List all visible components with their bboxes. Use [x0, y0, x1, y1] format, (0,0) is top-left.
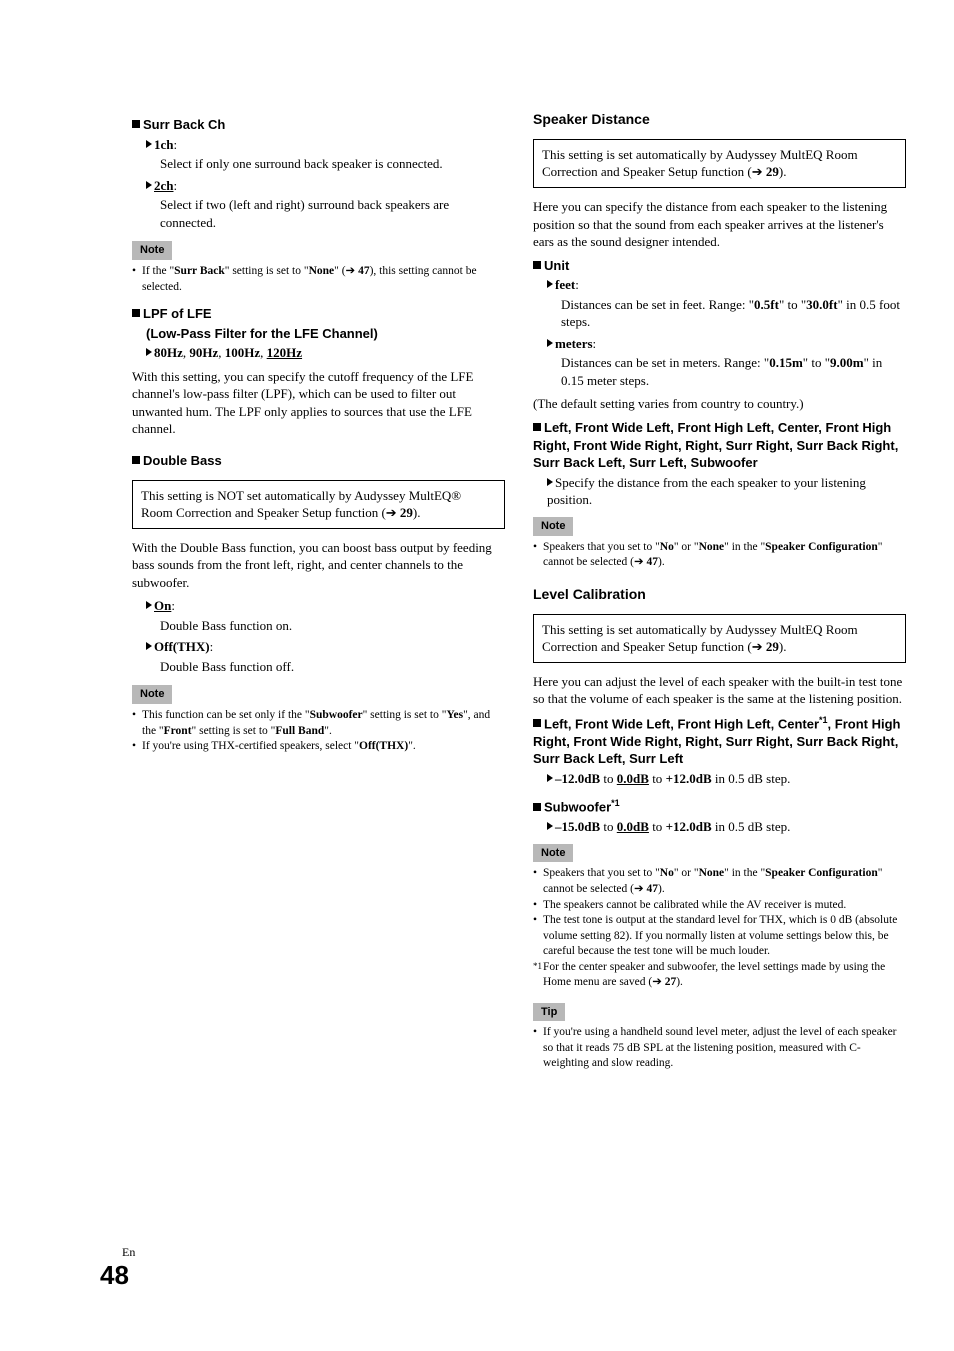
speaker-distance-intro: Here you can specify the distance from e…: [533, 198, 906, 251]
surr-back-2ch-option: 2ch:: [146, 177, 505, 195]
triangle-icon: [146, 642, 152, 650]
square-icon: [533, 261, 541, 269]
note-badge: Note: [132, 685, 172, 704]
page-columns: Surr Back Ch 1ch: Select if only one sur…: [132, 110, 906, 1078]
triangle-icon: [146, 601, 152, 609]
double-bass-off-desc: Double Bass function off.: [160, 658, 505, 676]
level-calibration-heading: Level Calibration: [533, 585, 906, 604]
surr-back-ch-heading: Surr Back Ch: [132, 116, 505, 134]
speaker-distance-box: This setting is set automatically by Aud…: [533, 139, 906, 188]
triangle-icon: [547, 774, 553, 782]
unit-feet: feet:: [547, 276, 906, 294]
level-tip: •If you're using a handheld sound level …: [533, 1025, 906, 1072]
note-badge: Note: [132, 241, 172, 260]
unit-default-note: (The default setting varies from country…: [533, 395, 906, 413]
square-icon: [132, 456, 140, 464]
lpf-desc: With this setting, you can specify the c…: [132, 368, 505, 438]
unit-meters-desc: Distances can be set in meters. Range: "…: [561, 354, 906, 389]
level-calibration-box: This setting is set automatically by Aud…: [533, 614, 906, 663]
surr-back-note: • If the "Surr Back" setting is set to "…: [132, 264, 505, 295]
triangle-icon: [547, 339, 553, 347]
right-column: Speaker Distance This setting is set aut…: [533, 110, 906, 1078]
square-icon: [132, 120, 140, 128]
level-channels-heading: Left, Front Wide Left, Front High Left, …: [533, 714, 906, 768]
unit-meters: meters:: [547, 335, 906, 353]
distance-note: • Speakers that you set to "No" or "None…: [533, 540, 906, 571]
speaker-distance-heading: Speaker Distance: [533, 110, 906, 129]
surr-back-1ch-desc: Select if only one surround back speaker…: [160, 155, 505, 173]
double-bass-off: Off(THX):: [146, 638, 505, 656]
level-channels-range: –12.0dB to 0.0dB to +12.0dB in 0.5 dB st…: [547, 770, 906, 788]
triangle-icon: [547, 280, 553, 288]
level-calibration-intro: Here you can adjust the level of each sp…: [533, 673, 906, 708]
level-notes: • Speakers that you set to "No" or "None…: [533, 866, 906, 990]
note-badge: Note: [533, 517, 573, 536]
level-subwoofer-range: –15.0dB to 0.0dB to +12.0dB in 0.5 dB st…: [547, 818, 906, 836]
square-icon: [533, 803, 541, 811]
double-bass-on: On:: [146, 597, 505, 615]
triangle-icon: [146, 181, 152, 189]
level-subwoofer-heading: Subwoofer*1: [533, 797, 906, 816]
page-number: 48: [100, 1258, 135, 1293]
lpf-options: 80Hz, 90Hz, 100Hz, 120Hz: [146, 344, 505, 362]
triangle-icon: [547, 478, 553, 486]
triangle-icon: [146, 140, 152, 148]
tip-badge: Tip: [533, 1003, 565, 1022]
double-bass-desc: With the Double Bass function, you can b…: [132, 539, 505, 592]
square-icon: [533, 719, 541, 727]
unit-heading: Unit: [533, 257, 906, 275]
triangle-icon: [547, 822, 553, 830]
square-icon: [132, 309, 140, 317]
surr-back-1ch-option: 1ch:: [146, 136, 505, 154]
unit-feet-desc: Distances can be set in feet. Range: "0.…: [561, 296, 906, 331]
double-bass-box: This setting is NOT set automatically by…: [132, 480, 505, 529]
double-bass-heading: Double Bass: [132, 452, 505, 470]
distance-channels-desc: Specify the distance from the each speak…: [547, 474, 906, 509]
distance-channels-heading: Left, Front Wide Left, Front High Left, …: [533, 419, 906, 472]
double-bass-on-desc: Double Bass function on.: [160, 617, 505, 635]
left-column: Surr Back Ch 1ch: Select if only one sur…: [132, 110, 505, 1078]
surr-back-2ch-desc: Select if two (left and right) surround …: [160, 196, 505, 231]
note-badge: Note: [533, 844, 573, 863]
double-bass-notes: • This function can be set only if the "…: [132, 708, 505, 755]
lpf-subtitle: (Low-Pass Filter for the LFE Channel): [146, 325, 505, 343]
page-footer: En 48: [100, 1244, 135, 1293]
triangle-icon: [146, 348, 152, 356]
lpf-heading: LPF of LFE: [132, 305, 505, 323]
square-icon: [533, 423, 541, 431]
